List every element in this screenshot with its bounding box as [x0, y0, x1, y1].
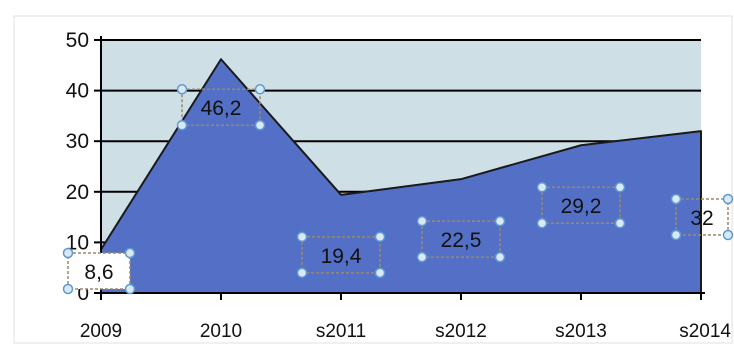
- data-label[interactable]: 8,6: [62, 247, 136, 295]
- selection-handle[interactable]: [124, 283, 136, 295]
- selection-handle[interactable]: [722, 193, 734, 205]
- selection-handle[interactable]: [536, 181, 548, 193]
- selection-handle[interactable]: [374, 267, 386, 279]
- x-axis: 2009 2010 s2011 s2012 s2013 s2014: [80, 292, 731, 342]
- selection-handle[interactable]: [416, 215, 428, 227]
- selection-handle[interactable]: [176, 119, 188, 131]
- selection-handle[interactable]: [374, 231, 386, 243]
- y-tick-label: 10: [66, 231, 89, 254]
- data-label[interactable]: 22,5: [416, 215, 506, 263]
- selection-handle[interactable]: [254, 83, 266, 95]
- x-tick-label: 2010: [200, 321, 242, 342]
- data-label-frame: [67, 252, 131, 290]
- selection-handle[interactable]: [124, 247, 136, 259]
- selection-handle[interactable]: [722, 229, 734, 241]
- x-tick-label: 2009: [80, 321, 122, 342]
- y-tick-label: 20: [66, 181, 89, 204]
- data-labels[interactable]: 8,6 46,2 19,4 22,5 29,2 32: [62, 83, 734, 295]
- selection-handle[interactable]: [536, 217, 548, 229]
- selection-handle[interactable]: [176, 83, 188, 95]
- series-area: [100, 58, 702, 294]
- y-tick-label: 50: [66, 29, 89, 52]
- data-label-text: 19,4: [321, 245, 362, 268]
- x-tick-label: s2014: [679, 321, 731, 342]
- selection-handle[interactable]: [494, 251, 506, 263]
- data-label[interactable]: 29,2: [536, 181, 626, 229]
- x-tick-label: s2011: [316, 321, 366, 342]
- selection-handle[interactable]: [296, 267, 308, 279]
- selection-handle[interactable]: [62, 283, 74, 295]
- selection-handle[interactable]: [416, 251, 428, 263]
- data-label-frame: [421, 220, 501, 258]
- selection-handle[interactable]: [670, 229, 682, 241]
- y-tick-label: 40: [66, 80, 89, 103]
- x-tick-label: s2012: [435, 321, 487, 342]
- data-label-text: 29,2: [561, 195, 602, 218]
- data-label-text: 22,5: [441, 229, 482, 252]
- y-tick-label: 30: [66, 130, 89, 153]
- data-label-frame: [301, 236, 381, 274]
- data-label[interactable]: 46,2: [176, 83, 266, 131]
- selection-handle[interactable]: [254, 119, 266, 131]
- data-label-text: 8,6: [84, 261, 113, 284]
- selection-handle[interactable]: [494, 215, 506, 227]
- data-label-text: 32: [690, 207, 713, 230]
- x-tick-label: s2013: [555, 321, 607, 342]
- y-tick-label: 0: [77, 282, 89, 305]
- data-label-frame: [541, 186, 621, 224]
- data-label-frame: [675, 198, 729, 236]
- data-label-frame: [181, 88, 261, 126]
- selection-handle[interactable]: [614, 217, 626, 229]
- selection-handle[interactable]: [296, 231, 308, 243]
- selection-handle[interactable]: [614, 181, 626, 193]
- selection-handle[interactable]: [670, 193, 682, 205]
- data-label[interactable]: 32: [670, 193, 734, 241]
- selection-handle[interactable]: [62, 247, 74, 259]
- data-label[interactable]: 19,4: [296, 231, 386, 279]
- y-axis: 0 10 20 30 40 50: [66, 29, 102, 305]
- data-label-text: 46,2: [201, 97, 242, 120]
